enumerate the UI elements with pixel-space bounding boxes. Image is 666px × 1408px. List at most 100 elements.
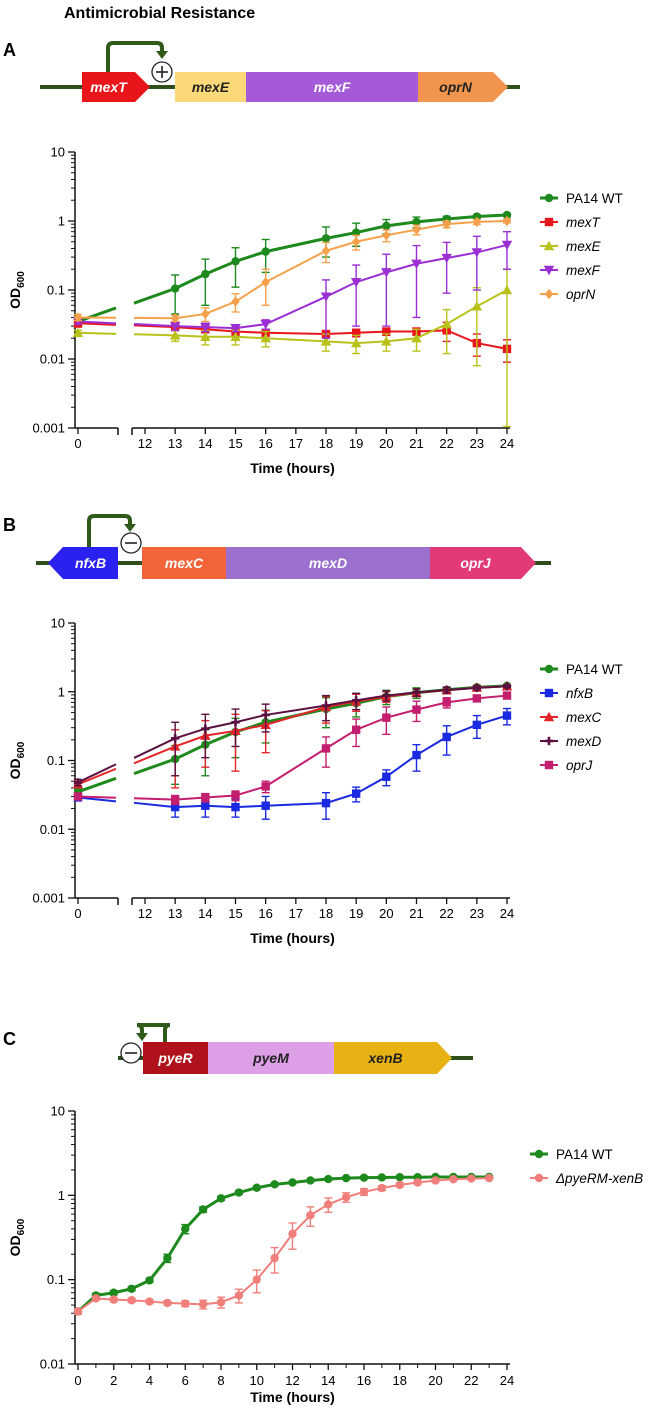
legend-entry-mexT: mexT [540,215,602,230]
data-point [412,217,421,227]
data-point [200,322,211,333]
data-point [341,1193,351,1202]
regulation-arrow [136,1023,171,1042]
x-tick-label: 17 [289,906,303,921]
legend-marker [544,736,554,746]
gene-mexD [226,547,430,579]
data-point [351,696,361,705]
legend-entry-mexD: mexD [540,734,602,749]
legend-marker [543,711,555,722]
operon-a: mexT mexE mexF oprN [40,41,520,102]
regulation-arrowhead [124,524,136,532]
data-point [261,782,270,791]
y-tick-label: 0.001 [32,891,65,906]
legend-marker [544,688,554,698]
data-point [169,330,181,340]
data-point [109,1295,118,1304]
series-line [133,684,508,776]
data-point [381,268,392,278]
x-tick-label: 22 [439,436,453,451]
series-line [133,324,508,350]
legend-entry-PA14 WT: PA14 WT [540,191,623,206]
data-point [73,1307,83,1316]
panel-label-b: B [3,515,16,535]
y-axis-title: OD600 [7,741,27,779]
data-point [201,308,210,320]
x-tick-label: 14 [321,1373,335,1388]
series-line-start [77,796,117,803]
data-point [73,312,83,323]
legend-label: PA14 WT [566,191,623,206]
data-point [252,1183,261,1192]
data-point [91,1294,101,1303]
gene-xenB [334,1042,452,1074]
x-tick-label: 14 [198,436,212,451]
data-point [442,685,451,695]
x-tick-label: 0 [74,1373,81,1388]
data-point [231,718,240,727]
series-line-start [77,320,117,325]
panel-label-c: C [3,1029,16,1049]
y-axis-title-main: OD [7,288,23,309]
data-point [321,701,331,710]
y-tick-label: 0.1 [47,753,65,768]
legend-entry-mexC: mexC [540,710,602,725]
operon-b: nfxB mexC mexD oprJ [36,514,551,579]
legend-entry-mexE: mexE [540,239,602,254]
legend-marker [534,1149,544,1159]
series-oprN [73,215,512,324]
data-point [170,284,180,293]
data-point [411,259,422,269]
data-point [163,1253,172,1263]
x-tick-label: 15 [228,906,242,921]
series-line [133,685,508,759]
series-line [133,213,508,305]
gene-mexC [142,547,226,579]
data-point [501,240,513,251]
data-point [201,801,210,810]
x-tick-label: 16 [357,1373,371,1388]
legend-label: mexF [566,263,601,278]
legend-label: nfxB [566,686,593,701]
x-tick-label: 20 [428,1373,442,1388]
series-line [133,714,508,809]
data-point [502,682,512,691]
data-point [234,1291,244,1300]
data-point [431,1176,440,1185]
series-line [77,1177,490,1313]
data-point [170,802,180,812]
data-point [350,277,362,288]
x-tick-label: 13 [168,906,182,921]
data-point [231,296,240,307]
data-point [382,691,391,700]
data-point [198,1205,208,1214]
x-tick-label: 23 [470,906,484,921]
data-point [472,216,482,228]
gene-label-oprJ: oprJ [460,555,492,571]
data-point [359,1173,369,1182]
data-point [413,1178,422,1187]
x-tick-label: 13 [168,436,182,451]
data-point [198,1300,208,1309]
data-point [411,333,422,343]
data-point [377,1173,387,1182]
series-line-start [77,331,117,335]
legend-marker [534,1173,544,1183]
x-tick-label: 21 [409,436,423,451]
data-point [73,778,83,787]
data-point [261,710,270,720]
legend-label: mexE [566,239,602,254]
data-point [231,791,240,800]
data-point [321,234,331,243]
x-tick-label: 22 [464,1373,478,1388]
x-tick-label: 18 [319,436,333,451]
series-line-start [77,763,117,784]
series-nfxB [73,707,512,820]
data-point [351,789,361,798]
data-point [260,319,271,330]
data-point [351,236,361,247]
data-point [449,1175,458,1184]
data-point [395,1180,404,1190]
data-point [201,724,210,733]
legend-entry-PA14 WT: PA14 WT [530,1147,613,1162]
